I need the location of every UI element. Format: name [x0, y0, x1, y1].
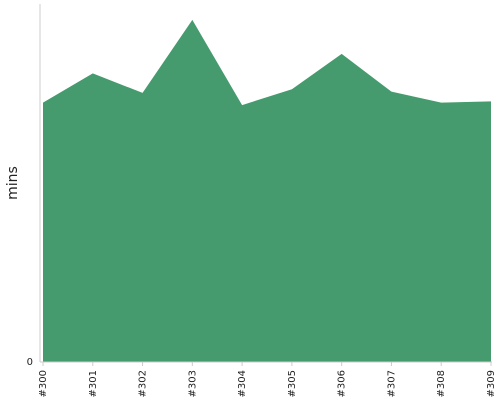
- y-axis-title: mins: [5, 166, 21, 200]
- x-tick-label: #303: [187, 370, 198, 397]
- x-tick-label: #301: [88, 370, 99, 397]
- x-tick-label: #300: [38, 370, 49, 397]
- x-tick-label: #307: [386, 370, 397, 397]
- y-axis-ticks: 0: [27, 357, 33, 368]
- x-tick-label: #304: [237, 370, 248, 397]
- x-axis-ticks: #300 #301 #302 #303 #304 #305 #306 #307 #308 #309: [38, 362, 497, 397]
- x-tick-label: #306: [337, 370, 348, 397]
- x-tick-label: #305: [287, 370, 298, 397]
- x-tick-label: #308: [436, 370, 447, 397]
- area-series: [43, 19, 491, 363]
- y-tick-label: 0: [27, 357, 33, 368]
- x-tick-label: #302: [138, 370, 149, 397]
- plot-area: [43, 19, 491, 363]
- x-tick-label: #309: [486, 370, 497, 397]
